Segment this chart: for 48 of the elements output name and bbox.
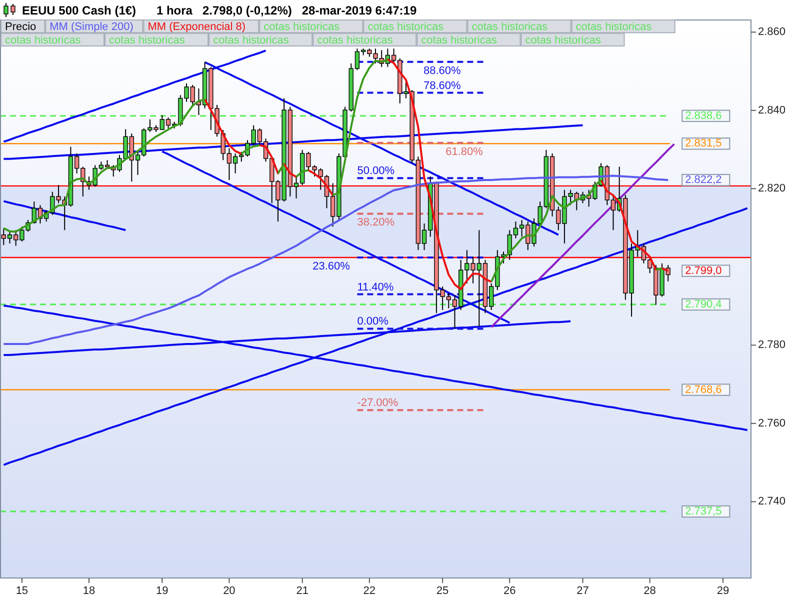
annotation: cotas historicas (368, 21, 444, 33)
chart-subtitle: 1 hora 2.798,0 (-0,12%) 28-mar-2019 6:47:19 (156, 4, 417, 18)
annotation: cotas historicas (317, 34, 394, 46)
annotation: cotas historicas (213, 34, 290, 46)
x-tick-label: 20 (223, 585, 236, 597)
annotation: cotas historicas (576, 21, 652, 33)
y-tick-label: 2.760 (758, 417, 786, 430)
series-label: 61.80% (446, 146, 484, 158)
annotation: cotas historicas (525, 34, 602, 46)
ref-line-label: 2.790,4 (685, 298, 722, 310)
y-tick-label: 2.840 (758, 104, 786, 116)
series-label: 88.60% (424, 64, 462, 77)
y-tick-label: 2.740 (758, 496, 786, 508)
ref-line-label: 2.838,6 (685, 110, 722, 122)
chart-title: EEUU 500 Cash (1€) (22, 4, 136, 18)
y-tick-label: 2.780 (758, 339, 786, 352)
x-tick-label: 21 (296, 585, 308, 597)
annotation: cotas historicas (472, 21, 548, 33)
x-tick-label: 15 (16, 585, 28, 597)
series-label: -27.00% (357, 397, 398, 410)
text: MM (Simple 200) (50, 21, 134, 33)
x-tick-label: 19 (156, 585, 168, 597)
y-tick-label: 2.820 (758, 182, 786, 195)
series-label: 50.00% (357, 165, 395, 178)
text: MM (Exponencial 8) (148, 21, 246, 33)
x-tick-label: 18 (82, 585, 96, 597)
annotation: cotas historicas (264, 21, 340, 33)
x-tick-label: 27 (576, 585, 589, 597)
annotation: cotas historicas (421, 34, 498, 46)
x-tick-label: 25 (436, 585, 449, 597)
ref-line-label: 2.737,5 (685, 505, 722, 518)
annotation: 2.799,0 (685, 264, 722, 277)
x-tick-label: 26 (503, 585, 516, 597)
x-tick-label: 29 (716, 585, 730, 597)
ref-line-label: 2.831,5 (685, 138, 722, 150)
y-tick-label: 2.860 (758, 26, 786, 38)
text: Precio (5, 21, 36, 33)
x-tick-label: 22 (363, 585, 376, 597)
series-label: 11.40% (357, 281, 394, 294)
annotation: cotas historicas (5, 34, 82, 46)
x-tick-label: 28 (644, 585, 656, 597)
series-label: 78.60% (424, 80, 462, 92)
series-label: 38.20% (357, 216, 395, 229)
series-label: 0.00% (357, 316, 389, 328)
annotation: cotas historicas (109, 34, 186, 46)
series-label: 23.60% (312, 260, 350, 273)
annotation: 2.822,2 (685, 174, 722, 186)
ref-line-label: 2.768,6 (685, 384, 722, 396)
